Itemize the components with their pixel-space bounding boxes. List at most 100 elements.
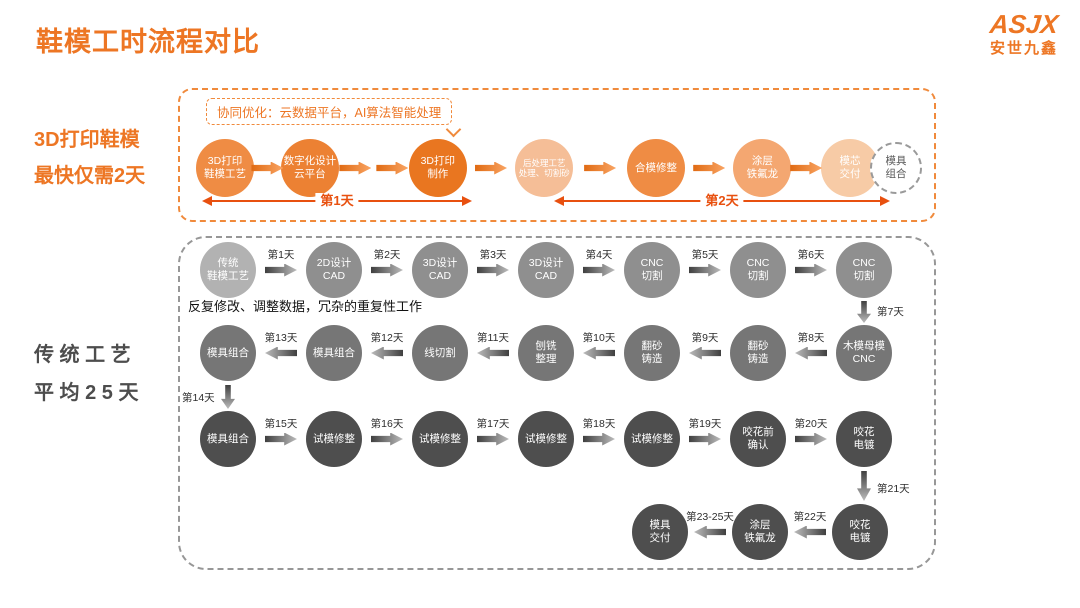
- flow-connector: [685, 137, 733, 199]
- flow-step-label: 试模修整: [525, 432, 567, 445]
- flow-connector: 第2天: [362, 242, 412, 298]
- flow-step-circle: 模具组合: [306, 325, 362, 381]
- arrow-down-icon: [857, 301, 871, 323]
- flow-step-label: 咬花 电镀: [849, 519, 871, 544]
- flow-step-label: 模具 交付: [649, 519, 671, 544]
- flow-step-circle: 模具组合: [200, 325, 256, 381]
- flow-step-label: 试模修整: [313, 432, 355, 445]
- arrow-left-icon: [583, 347, 615, 360]
- arrow-right-icon: [689, 432, 721, 446]
- arrow-down-icon: [857, 471, 871, 501]
- arrow-left-icon: [795, 347, 827, 360]
- flow-connector: 第13天: [256, 325, 306, 381]
- arrow-group: [251, 161, 284, 175]
- day-label: 第16天: [370, 418, 404, 430]
- flow-step-circle: 咬花前 确认: [730, 411, 786, 467]
- day-label: 第2天: [373, 249, 401, 261]
- arrow-group: [689, 432, 721, 446]
- arrow-group: [693, 161, 726, 175]
- arrow-right-icon: [693, 161, 726, 175]
- flow-connector: 第15天: [256, 411, 306, 467]
- arrow-right-icon: [376, 161, 409, 175]
- arrow-group: [477, 263, 509, 277]
- annotation-box: 协同优化：云数据平台，AI算法智能处理: [206, 98, 453, 125]
- traditional-flow-row-2: 模具组合 第13天 模具组合 第12天 线切割 第11天 刨铣 整理 第10天 翻砂 铸造 第9天 翻砂…: [200, 325, 892, 381]
- arrow-down-icon: [221, 385, 235, 409]
- flow-step-circle-dashed: 模具 组合: [869, 142, 922, 194]
- arrow-group: [583, 263, 615, 277]
- arrowhead-right-icon: [462, 196, 472, 206]
- arrow-right-icon: [790, 161, 823, 175]
- arrow-right-icon: [371, 263, 403, 277]
- day-label: 第23-25天: [686, 511, 734, 523]
- flow-connector: [467, 137, 515, 199]
- flow-step-circle: 刨铣 整理: [518, 325, 574, 381]
- traditional-flow-row-1: 传统 鞋模工艺 第1天 2D设计 CAD 第2天 3D设计 CAD 第3天 3D设计 CAD 第4天 C…: [200, 242, 892, 298]
- day-label: 第17天: [476, 418, 510, 430]
- flow-step-circle: 翻砂 铸造: [730, 325, 786, 381]
- flow-connector: 第20天: [786, 411, 836, 467]
- logo-brand-text: ASJX: [988, 9, 1060, 39]
- flow-connector: 第22天: [788, 504, 832, 560]
- logo: ASJX 安世九鑫: [988, 9, 1060, 57]
- print-side-label-line1: 3D打印鞋模: [34, 129, 140, 151]
- flow-step-label: 3D打印 制作: [420, 155, 456, 180]
- flow-step-circle: 试模修整: [412, 411, 468, 467]
- flow-step-circle: 试模修整: [518, 411, 574, 467]
- arrow-left-icon: [694, 526, 726, 539]
- day-label: 第22天: [793, 511, 827, 523]
- arrow-left-icon: [265, 347, 297, 360]
- arrow-group: [584, 161, 617, 175]
- arrow-right-icon: [477, 263, 509, 277]
- flow-step-label: 后处理工艺 处理、切割砂: [518, 157, 570, 178]
- arrow-group: [475, 161, 508, 175]
- flow-step-label: 木模母模 CNC: [843, 340, 885, 365]
- flow-connector: [251, 137, 284, 199]
- flow-step-label: 3D设计 CAD: [422, 257, 458, 282]
- flow-connector: 第9天: [680, 325, 730, 381]
- flow-step-label: 刨铣 整理: [535, 340, 557, 365]
- flow-step-label: 试模修整: [419, 432, 461, 445]
- flow-step-circle: 涂层 铁氟龙: [733, 139, 792, 197]
- arrow-group: [265, 263, 297, 277]
- flow-step-label: 模具组合: [885, 155, 907, 180]
- flow-step-label: CNC 切割: [746, 257, 770, 282]
- flow-step-label: 翻砂 铸造: [747, 340, 769, 365]
- flow-step-circle: 3D设计 CAD: [518, 242, 574, 298]
- arrow-group: [795, 347, 827, 360]
- flow-connector: [790, 137, 823, 199]
- traditional-flow-row-3: 模具组合 第15天 试模修整 第16天 试模修整 第17天 试模修整 第18天 试模修整 第19天…: [200, 411, 892, 467]
- flow-step-circle: 模具组合: [200, 411, 256, 467]
- arrowhead-left-icon: [202, 196, 212, 206]
- arrow-group: [371, 432, 403, 446]
- day-label: 第4天: [585, 249, 613, 261]
- arrow-right-icon: [584, 161, 617, 175]
- flow-step-label: 2D设计 CAD: [316, 257, 352, 282]
- timeline-day1: 第1天: [202, 188, 472, 209]
- day-label: 第11天: [477, 332, 509, 344]
- timeline-label: 第1天: [315, 193, 359, 209]
- flow-step-label: 涂层 铁氟龙: [744, 519, 776, 544]
- flow-connector: 第1天: [256, 242, 306, 298]
- arrow-group: [265, 432, 297, 446]
- flow-step-label: 模芯 交付: [839, 155, 861, 180]
- flow-connector: 第8天: [786, 325, 836, 381]
- traditional-side-label-line2: 平 均 2 5 天: [34, 382, 139, 404]
- arrow-group: [689, 263, 721, 277]
- flow-step-circle: 模芯 交付: [820, 139, 879, 197]
- traditional-side-label: 传 统 工 艺 平 均 2 5 天: [34, 336, 138, 412]
- flow-connector: 第4天: [574, 242, 624, 298]
- arrow-right-icon: [339, 161, 372, 175]
- arrow-group: [477, 432, 509, 446]
- arrow-right-icon: [475, 161, 508, 175]
- flow-step-circle: 合模修整: [627, 139, 685, 197]
- flow-step-circle: 3D打印 制作: [408, 139, 467, 197]
- day-label: 第10天: [582, 332, 616, 344]
- flow-step-label: 数字化设计 云平台: [283, 155, 337, 180]
- arrow-right-icon: [371, 432, 403, 446]
- timeline-day2: 第2天: [554, 188, 890, 209]
- day-label: 第1天: [267, 249, 295, 261]
- arrow-group: [794, 526, 826, 539]
- day-label: 第7天: [877, 306, 904, 318]
- day-label: 第20天: [794, 418, 828, 430]
